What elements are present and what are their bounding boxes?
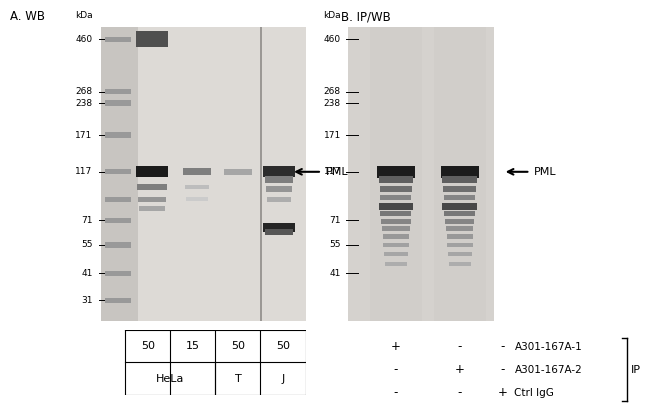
- Text: 55: 55: [81, 240, 92, 249]
- Bar: [383, 234, 409, 239]
- Text: 15: 15: [186, 341, 200, 351]
- Bar: [105, 218, 131, 223]
- Bar: [370, 27, 422, 321]
- Text: -: -: [394, 363, 398, 376]
- Text: A301-167A-1: A301-167A-1: [515, 341, 582, 352]
- Bar: [266, 186, 292, 192]
- Bar: [261, 27, 262, 321]
- Text: -: -: [458, 386, 462, 399]
- Bar: [348, 27, 494, 321]
- Bar: [384, 252, 408, 256]
- Bar: [447, 234, 473, 239]
- Text: 41: 41: [81, 269, 92, 278]
- Bar: [380, 211, 411, 216]
- Bar: [434, 27, 486, 321]
- Text: J: J: [281, 373, 285, 383]
- Text: -: -: [394, 386, 398, 399]
- Bar: [136, 166, 168, 177]
- Bar: [379, 202, 413, 210]
- Bar: [105, 197, 131, 202]
- Bar: [138, 197, 166, 202]
- Text: 238: 238: [75, 99, 92, 108]
- Bar: [185, 185, 209, 189]
- Text: IP: IP: [630, 365, 640, 375]
- Bar: [379, 176, 413, 183]
- Text: +: +: [391, 340, 401, 353]
- Bar: [125, 27, 306, 321]
- Text: 460: 460: [75, 35, 92, 44]
- Text: 71: 71: [81, 216, 92, 225]
- Text: 268: 268: [324, 87, 341, 96]
- Bar: [382, 219, 411, 224]
- Bar: [105, 37, 131, 42]
- Text: 50: 50: [276, 341, 290, 351]
- Bar: [101, 27, 138, 321]
- Bar: [136, 184, 167, 190]
- Text: 31: 31: [81, 296, 92, 305]
- Bar: [105, 89, 131, 94]
- Text: A. WB: A. WB: [10, 10, 45, 23]
- Text: +: +: [498, 386, 508, 399]
- Bar: [444, 194, 475, 200]
- Bar: [136, 31, 168, 47]
- Bar: [105, 271, 131, 276]
- Text: 55: 55: [330, 240, 341, 249]
- Bar: [263, 223, 295, 232]
- Bar: [183, 168, 211, 176]
- Bar: [446, 226, 473, 231]
- Text: kDa: kDa: [75, 11, 92, 20]
- Text: 117: 117: [75, 167, 92, 176]
- Bar: [186, 197, 208, 201]
- Text: kDa: kDa: [323, 11, 341, 20]
- Text: 171: 171: [324, 131, 341, 139]
- Bar: [105, 132, 131, 138]
- Text: -: -: [458, 340, 462, 353]
- Bar: [138, 206, 165, 211]
- Bar: [382, 226, 410, 231]
- Text: 41: 41: [330, 269, 341, 278]
- Bar: [105, 100, 131, 106]
- Bar: [443, 202, 477, 210]
- Bar: [380, 194, 411, 200]
- Bar: [441, 166, 478, 178]
- Text: 50: 50: [141, 341, 155, 351]
- Text: T: T: [235, 373, 241, 383]
- Bar: [377, 166, 415, 178]
- Bar: [443, 186, 476, 192]
- Bar: [444, 211, 475, 216]
- Bar: [448, 262, 471, 266]
- Text: B. IP/WB: B. IP/WB: [341, 10, 391, 23]
- Text: 268: 268: [75, 87, 92, 96]
- Bar: [266, 197, 291, 202]
- Bar: [265, 176, 293, 183]
- Bar: [224, 168, 252, 175]
- Text: HeLa: HeLa: [156, 373, 185, 383]
- Text: 71: 71: [330, 216, 341, 225]
- Bar: [380, 186, 412, 192]
- Text: 460: 460: [324, 35, 341, 44]
- Text: PML: PML: [326, 167, 348, 177]
- Text: 50: 50: [231, 341, 245, 351]
- Text: +: +: [455, 363, 465, 376]
- Bar: [445, 219, 474, 224]
- Text: A301-167A-2: A301-167A-2: [515, 365, 582, 375]
- Bar: [105, 242, 131, 247]
- Bar: [448, 252, 472, 256]
- Text: PML: PML: [534, 167, 556, 177]
- Text: -: -: [500, 363, 505, 376]
- Bar: [263, 166, 295, 177]
- Text: -: -: [500, 340, 505, 353]
- Text: 238: 238: [324, 99, 341, 108]
- Bar: [265, 229, 293, 235]
- Bar: [447, 243, 473, 247]
- Bar: [385, 262, 407, 266]
- Bar: [443, 176, 477, 183]
- Text: Ctrl IgG: Ctrl IgG: [515, 388, 554, 398]
- Text: 117: 117: [324, 167, 341, 176]
- Bar: [105, 298, 131, 303]
- Text: 171: 171: [75, 131, 92, 139]
- Bar: [383, 243, 409, 247]
- Bar: [105, 169, 131, 174]
